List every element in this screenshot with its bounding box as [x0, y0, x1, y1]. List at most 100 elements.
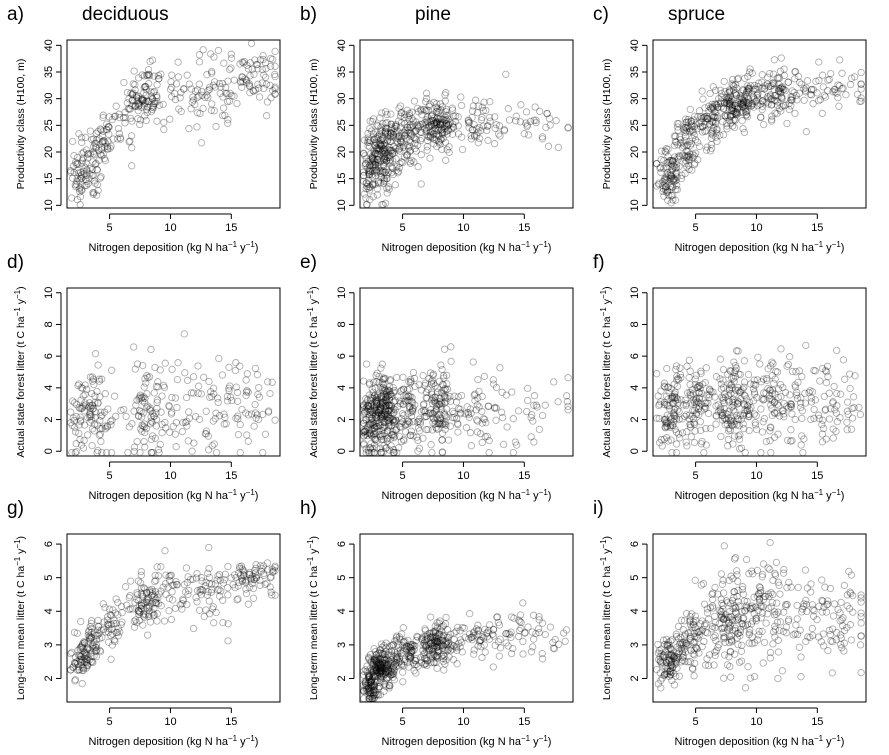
- data-point: [678, 429, 687, 437]
- data-point: [474, 128, 482, 136]
- data-point: [514, 407, 523, 415]
- data-point: [101, 143, 109, 151]
- data-point: [766, 69, 774, 78]
- y-tick-label: 2: [336, 416, 348, 422]
- data-point: [361, 161, 369, 170]
- data-point: [696, 122, 705, 131]
- data-point: [432, 119, 440, 127]
- data-point: [744, 72, 752, 81]
- data-point: [663, 188, 671, 197]
- data-point: [840, 581, 849, 590]
- data-point: [115, 129, 123, 138]
- data-point: [411, 144, 419, 153]
- data-point: [108, 115, 116, 124]
- data-point: [440, 345, 449, 353]
- data-point: [160, 118, 168, 127]
- data-point: [98, 137, 107, 146]
- data-point: [418, 111, 426, 119]
- x-tick-label: 5: [400, 716, 406, 728]
- data-point: [422, 98, 430, 106]
- data-point: [744, 370, 753, 379]
- data-point: [673, 119, 681, 128]
- data-point: [542, 123, 550, 132]
- y-tick-label: 5: [43, 575, 55, 581]
- data-point: [770, 379, 778, 388]
- data-point: [380, 168, 389, 176]
- data-point: [368, 171, 376, 179]
- data-point: [516, 118, 525, 126]
- data-point: [434, 131, 443, 139]
- data-point: [423, 113, 432, 121]
- data-point: [760, 120, 768, 129]
- data-point: [177, 88, 185, 97]
- data-point: [378, 109, 386, 117]
- data-point: [138, 95, 147, 103]
- x-tick-label: 15: [811, 716, 823, 728]
- x-tick-label: 5: [693, 470, 699, 482]
- data-point: [420, 125, 429, 133]
- data-point: [739, 99, 748, 107]
- data-point: [788, 87, 796, 95]
- data-point: [362, 179, 371, 187]
- data-point: [93, 166, 102, 174]
- data-point: [664, 158, 672, 166]
- data-point: [467, 135, 475, 143]
- data-point: [394, 134, 402, 143]
- data-point: [472, 131, 481, 140]
- data-point: [754, 90, 762, 98]
- data-point: [468, 126, 476, 134]
- data-point: [655, 180, 663, 189]
- data-point: [387, 125, 396, 133]
- data-point: [667, 172, 676, 181]
- data-point: [236, 77, 245, 85]
- data-point: [397, 158, 406, 166]
- data-point: [469, 102, 478, 110]
- data-point: [523, 384, 532, 393]
- data-point: [418, 120, 427, 128]
- data-point: [381, 124, 390, 132]
- data-point: [756, 360, 764, 368]
- data-point: [470, 120, 478, 129]
- data-point: [249, 594, 258, 602]
- data-point: [441, 138, 450, 147]
- data-point: [373, 155, 382, 163]
- data-point: [807, 398, 816, 406]
- data-point: [424, 118, 432, 127]
- data-point: [381, 129, 390, 137]
- data-point: [381, 127, 389, 135]
- data-point: [785, 105, 793, 114]
- x-tick-label: 15: [811, 470, 823, 482]
- x-axis-label: Nitrogen deposition (kg N ha−1 y−1): [382, 734, 552, 749]
- data-point: [677, 174, 686, 183]
- data-point: [727, 97, 735, 106]
- data-point: [746, 81, 755, 90]
- data-point: [764, 73, 772, 81]
- data-point: [743, 82, 751, 90]
- data-point: [132, 401, 140, 409]
- data-point: [422, 89, 431, 97]
- data-point: [447, 357, 455, 366]
- data-point: [400, 113, 409, 122]
- data-point: [368, 160, 377, 168]
- data-point: [199, 104, 207, 113]
- data-point: [425, 122, 434, 130]
- data-point: [672, 448, 681, 457]
- data-point: [215, 79, 224, 88]
- data-point: [380, 174, 388, 183]
- data-point: [686, 105, 694, 114]
- x-tick-label: 5: [107, 222, 113, 234]
- data-point: [429, 117, 438, 125]
- data-point: [108, 366, 116, 374]
- data-point: [225, 97, 234, 105]
- data-point: [750, 85, 758, 93]
- data-point: [758, 97, 767, 105]
- data-point: [385, 131, 393, 139]
- data-point: [543, 109, 551, 118]
- data-point: [415, 123, 423, 131]
- data-point: [142, 91, 150, 99]
- data-point: [365, 143, 374, 151]
- data-point: [725, 102, 733, 110]
- data-point: [413, 104, 422, 113]
- plot-frame: [66, 533, 281, 703]
- y-axis-label: Long-term mean litter (t C ha−1 y−1): [599, 536, 614, 700]
